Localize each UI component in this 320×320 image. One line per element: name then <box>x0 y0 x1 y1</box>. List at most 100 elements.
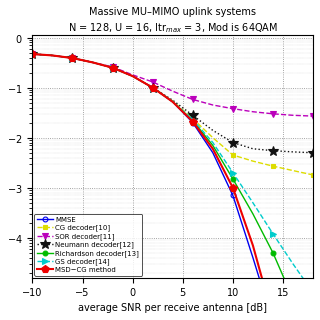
Neumann decoder[12] <box>111 66 115 70</box>
GS decoder[14] <box>131 74 134 78</box>
Title: Massive MU–MIMO uplink systems
N = 128, U = 16, Itr$_{max}$ = 3, Mod is 64QAM: Massive MU–MIMO uplink systems N = 128, … <box>68 7 278 35</box>
SOR decoder[11] <box>171 89 175 93</box>
MMSE <box>91 60 94 64</box>
MMSE <box>211 151 215 155</box>
Richardson decoder[13] <box>131 74 134 78</box>
GS decoder[14] <box>71 56 75 60</box>
MSD−CG method <box>51 53 54 57</box>
GS decoder[14] <box>231 171 235 175</box>
MMSE <box>171 100 175 104</box>
MMSE <box>51 53 54 57</box>
GS decoder[14] <box>30 52 34 56</box>
Line: SOR decoder[11]: SOR decoder[11] <box>29 51 316 120</box>
MSD−CG method <box>71 56 75 60</box>
GS decoder[14] <box>291 262 295 266</box>
SOR decoder[11] <box>111 65 115 69</box>
MMSE <box>111 66 115 70</box>
SOR decoder[11] <box>251 110 255 114</box>
CG decoder[10] <box>171 99 175 103</box>
Neumann decoder[12] <box>71 56 75 60</box>
Neumann decoder[12] <box>30 52 34 56</box>
Neumann decoder[12] <box>51 53 54 57</box>
Neumann decoder[12] <box>271 149 275 153</box>
CG decoder[10] <box>311 173 315 177</box>
CG decoder[10] <box>51 53 54 57</box>
CG decoder[10] <box>271 164 275 168</box>
SOR decoder[11] <box>71 56 75 60</box>
CG decoder[10] <box>111 66 115 70</box>
Richardson decoder[13] <box>271 251 275 255</box>
SOR decoder[11] <box>211 103 215 107</box>
GS decoder[14] <box>251 201 255 205</box>
SOR decoder[11] <box>191 98 195 101</box>
CG decoder[10] <box>91 60 94 64</box>
MMSE <box>231 194 235 197</box>
MMSE <box>71 56 75 60</box>
GS decoder[14] <box>211 140 215 144</box>
Neumann decoder[12] <box>311 151 315 155</box>
MSD−CG method <box>171 100 175 104</box>
Line: Neumann decoder[12]: Neumann decoder[12] <box>28 49 318 158</box>
SOR decoder[11] <box>91 60 94 64</box>
GS decoder[14] <box>311 291 315 294</box>
GS decoder[14] <box>91 60 94 64</box>
MSD−CG method <box>91 60 94 64</box>
MSD−CG method <box>131 74 134 78</box>
Line: MMSE: MMSE <box>30 52 295 320</box>
SOR decoder[11] <box>291 113 295 117</box>
Richardson decoder[13] <box>291 297 295 301</box>
CG decoder[10] <box>291 169 295 172</box>
Line: GS decoder[14]: GS decoder[14] <box>29 51 316 296</box>
Neumann decoder[12] <box>171 98 175 102</box>
SOR decoder[11] <box>311 114 315 118</box>
Richardson decoder[13] <box>71 56 75 60</box>
CG decoder[10] <box>151 86 155 90</box>
Richardson decoder[13] <box>211 143 215 147</box>
SOR decoder[11] <box>271 112 275 116</box>
Line: MSD−CG method: MSD−CG method <box>28 50 317 320</box>
GS decoder[14] <box>191 118 195 122</box>
MSD−CG method <box>231 186 235 190</box>
CG decoder[10] <box>231 153 235 157</box>
SOR decoder[11] <box>30 52 34 56</box>
CG decoder[10] <box>191 117 195 121</box>
Richardson decoder[13] <box>231 177 235 181</box>
Richardson decoder[13] <box>51 53 54 57</box>
MSD−CG method <box>191 120 195 124</box>
CG decoder[10] <box>30 52 34 56</box>
X-axis label: average SNR per receive antenna [dB]: average SNR per receive antenna [dB] <box>78 303 267 313</box>
MSD−CG method <box>30 52 34 56</box>
Richardson decoder[13] <box>30 52 34 56</box>
GS decoder[14] <box>171 100 175 103</box>
SOR decoder[11] <box>151 80 155 84</box>
MMSE <box>30 52 34 56</box>
MSD−CG method <box>111 66 115 70</box>
Richardson decoder[13] <box>91 60 94 64</box>
GS decoder[14] <box>151 86 155 90</box>
MMSE <box>191 121 195 124</box>
Line: Richardson decoder[13]: Richardson decoder[13] <box>30 52 316 320</box>
Richardson decoder[13] <box>251 212 255 216</box>
SOR decoder[11] <box>231 107 235 111</box>
CG decoder[10] <box>131 74 134 78</box>
MSD−CG method <box>151 86 155 90</box>
Neumann decoder[12] <box>211 128 215 132</box>
Neumann decoder[12] <box>151 86 155 90</box>
Richardson decoder[13] <box>191 119 195 123</box>
Neumann decoder[12] <box>291 150 295 154</box>
MSD−CG method <box>271 316 275 320</box>
SOR decoder[11] <box>51 53 54 57</box>
Neumann decoder[12] <box>231 140 235 144</box>
MSD−CG method <box>251 244 255 247</box>
Neumann decoder[12] <box>131 74 134 78</box>
Legend: MMSE, CG decoder[10], SOR decoder[11], Neumann decoder[12], Richardson decoder[1: MMSE, CG decoder[10], SOR decoder[11], N… <box>35 214 142 276</box>
Richardson decoder[13] <box>111 66 115 70</box>
MSD−CG method <box>211 147 215 151</box>
CG decoder[10] <box>211 136 215 140</box>
MMSE <box>131 74 134 78</box>
Richardson decoder[13] <box>151 86 155 90</box>
Line: CG decoder[10]: CG decoder[10] <box>30 52 316 177</box>
MMSE <box>251 256 255 260</box>
Neumann decoder[12] <box>191 113 195 117</box>
CG decoder[10] <box>251 159 255 163</box>
